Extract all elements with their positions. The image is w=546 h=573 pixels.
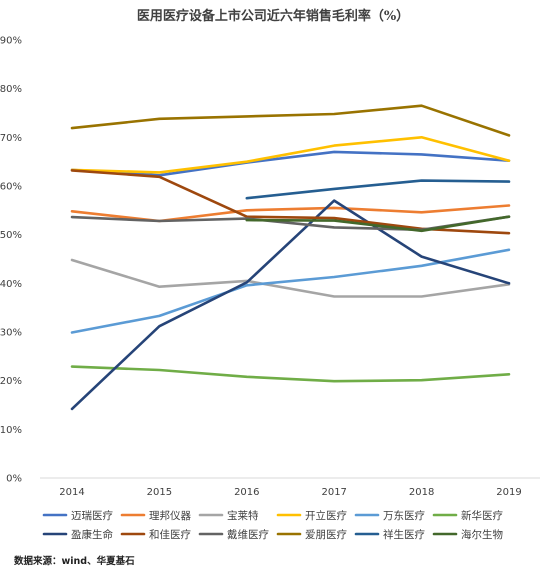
- series-line-6: [70, 199, 511, 411]
- x-tick-label: 2014: [59, 487, 84, 498]
- y-axis: 0% 10% 20% 30% 40% 50% 60% 70% 80% 90%: [0, 36, 22, 485]
- series-line-9: [70, 104, 511, 137]
- series-line-10: [245, 179, 511, 200]
- series-line-0: [70, 150, 511, 177]
- series-line-4: [70, 248, 511, 334]
- legend-label: 和佳医疗: [149, 528, 191, 541]
- series-line-3: [70, 136, 511, 174]
- y-tick-label: 50%: [0, 230, 22, 241]
- legend-item: 和佳医疗: [120, 528, 191, 541]
- legend-label: 宝莱特: [227, 509, 259, 522]
- x-tick-label: 2017: [321, 487, 346, 498]
- legend-label: 迈瑞医疗: [71, 509, 113, 522]
- series-lines: [70, 104, 511, 411]
- y-tick-label: 40%: [0, 279, 22, 290]
- y-tick-label: 90%: [0, 36, 22, 47]
- source-note: 数据来源：wind、华夏基石: [13, 555, 135, 567]
- legend-item: 开立医疗: [276, 509, 347, 522]
- y-tick-label: 0%: [6, 474, 22, 485]
- y-tick-label: 30%: [0, 328, 22, 339]
- y-tick-label: 20%: [0, 376, 22, 387]
- y-tick-label: 60%: [0, 182, 22, 193]
- legend-item: 爱朋医疗: [276, 528, 347, 541]
- series-line-2: [70, 258, 511, 298]
- legend-item: 迈瑞医疗: [42, 509, 113, 522]
- y-tick-label: 10%: [0, 425, 22, 436]
- legend-label: 海尔生物: [461, 528, 503, 541]
- x-tick-label: 2018: [409, 487, 434, 498]
- x-tick-label: 2019: [496, 487, 521, 498]
- legend-label: 开立医疗: [305, 509, 347, 522]
- legend-label: 万东医疗: [383, 509, 425, 522]
- legend-label: 理邦仪器: [149, 509, 191, 522]
- legend-item: 新华医疗: [432, 509, 503, 522]
- y-tick-label: 80%: [0, 84, 22, 95]
- legend-item: 海尔生物: [432, 528, 503, 541]
- x-tick-label: 2016: [234, 487, 259, 498]
- x-tick-label: 2015: [147, 487, 172, 498]
- series-line-5: [70, 365, 511, 383]
- legend-item: 理邦仪器: [120, 509, 191, 522]
- series-line-11: [245, 215, 511, 233]
- x-axis: 2014 2015 2016 2017 2018 2019: [59, 487, 521, 498]
- legend-label: 戴维医疗: [227, 528, 269, 541]
- legend-item: 盈康生命: [42, 528, 113, 541]
- legend-item: 祥生医疗: [354, 528, 425, 541]
- legend-label: 爱朋医疗: [305, 528, 347, 541]
- legend-item: 戴维医疗: [198, 528, 269, 541]
- legend-item: 万东医疗: [354, 509, 425, 522]
- legend-label: 盈康生命: [71, 528, 113, 541]
- legend-item: 宝莱特: [198, 509, 259, 522]
- legend-label: 祥生医疗: [383, 528, 425, 541]
- legend-label: 新华医疗: [461, 509, 503, 522]
- y-tick-label: 70%: [0, 133, 22, 144]
- chart-title: 医用医疗设备上市公司近六年销售毛利率（%）: [137, 8, 409, 24]
